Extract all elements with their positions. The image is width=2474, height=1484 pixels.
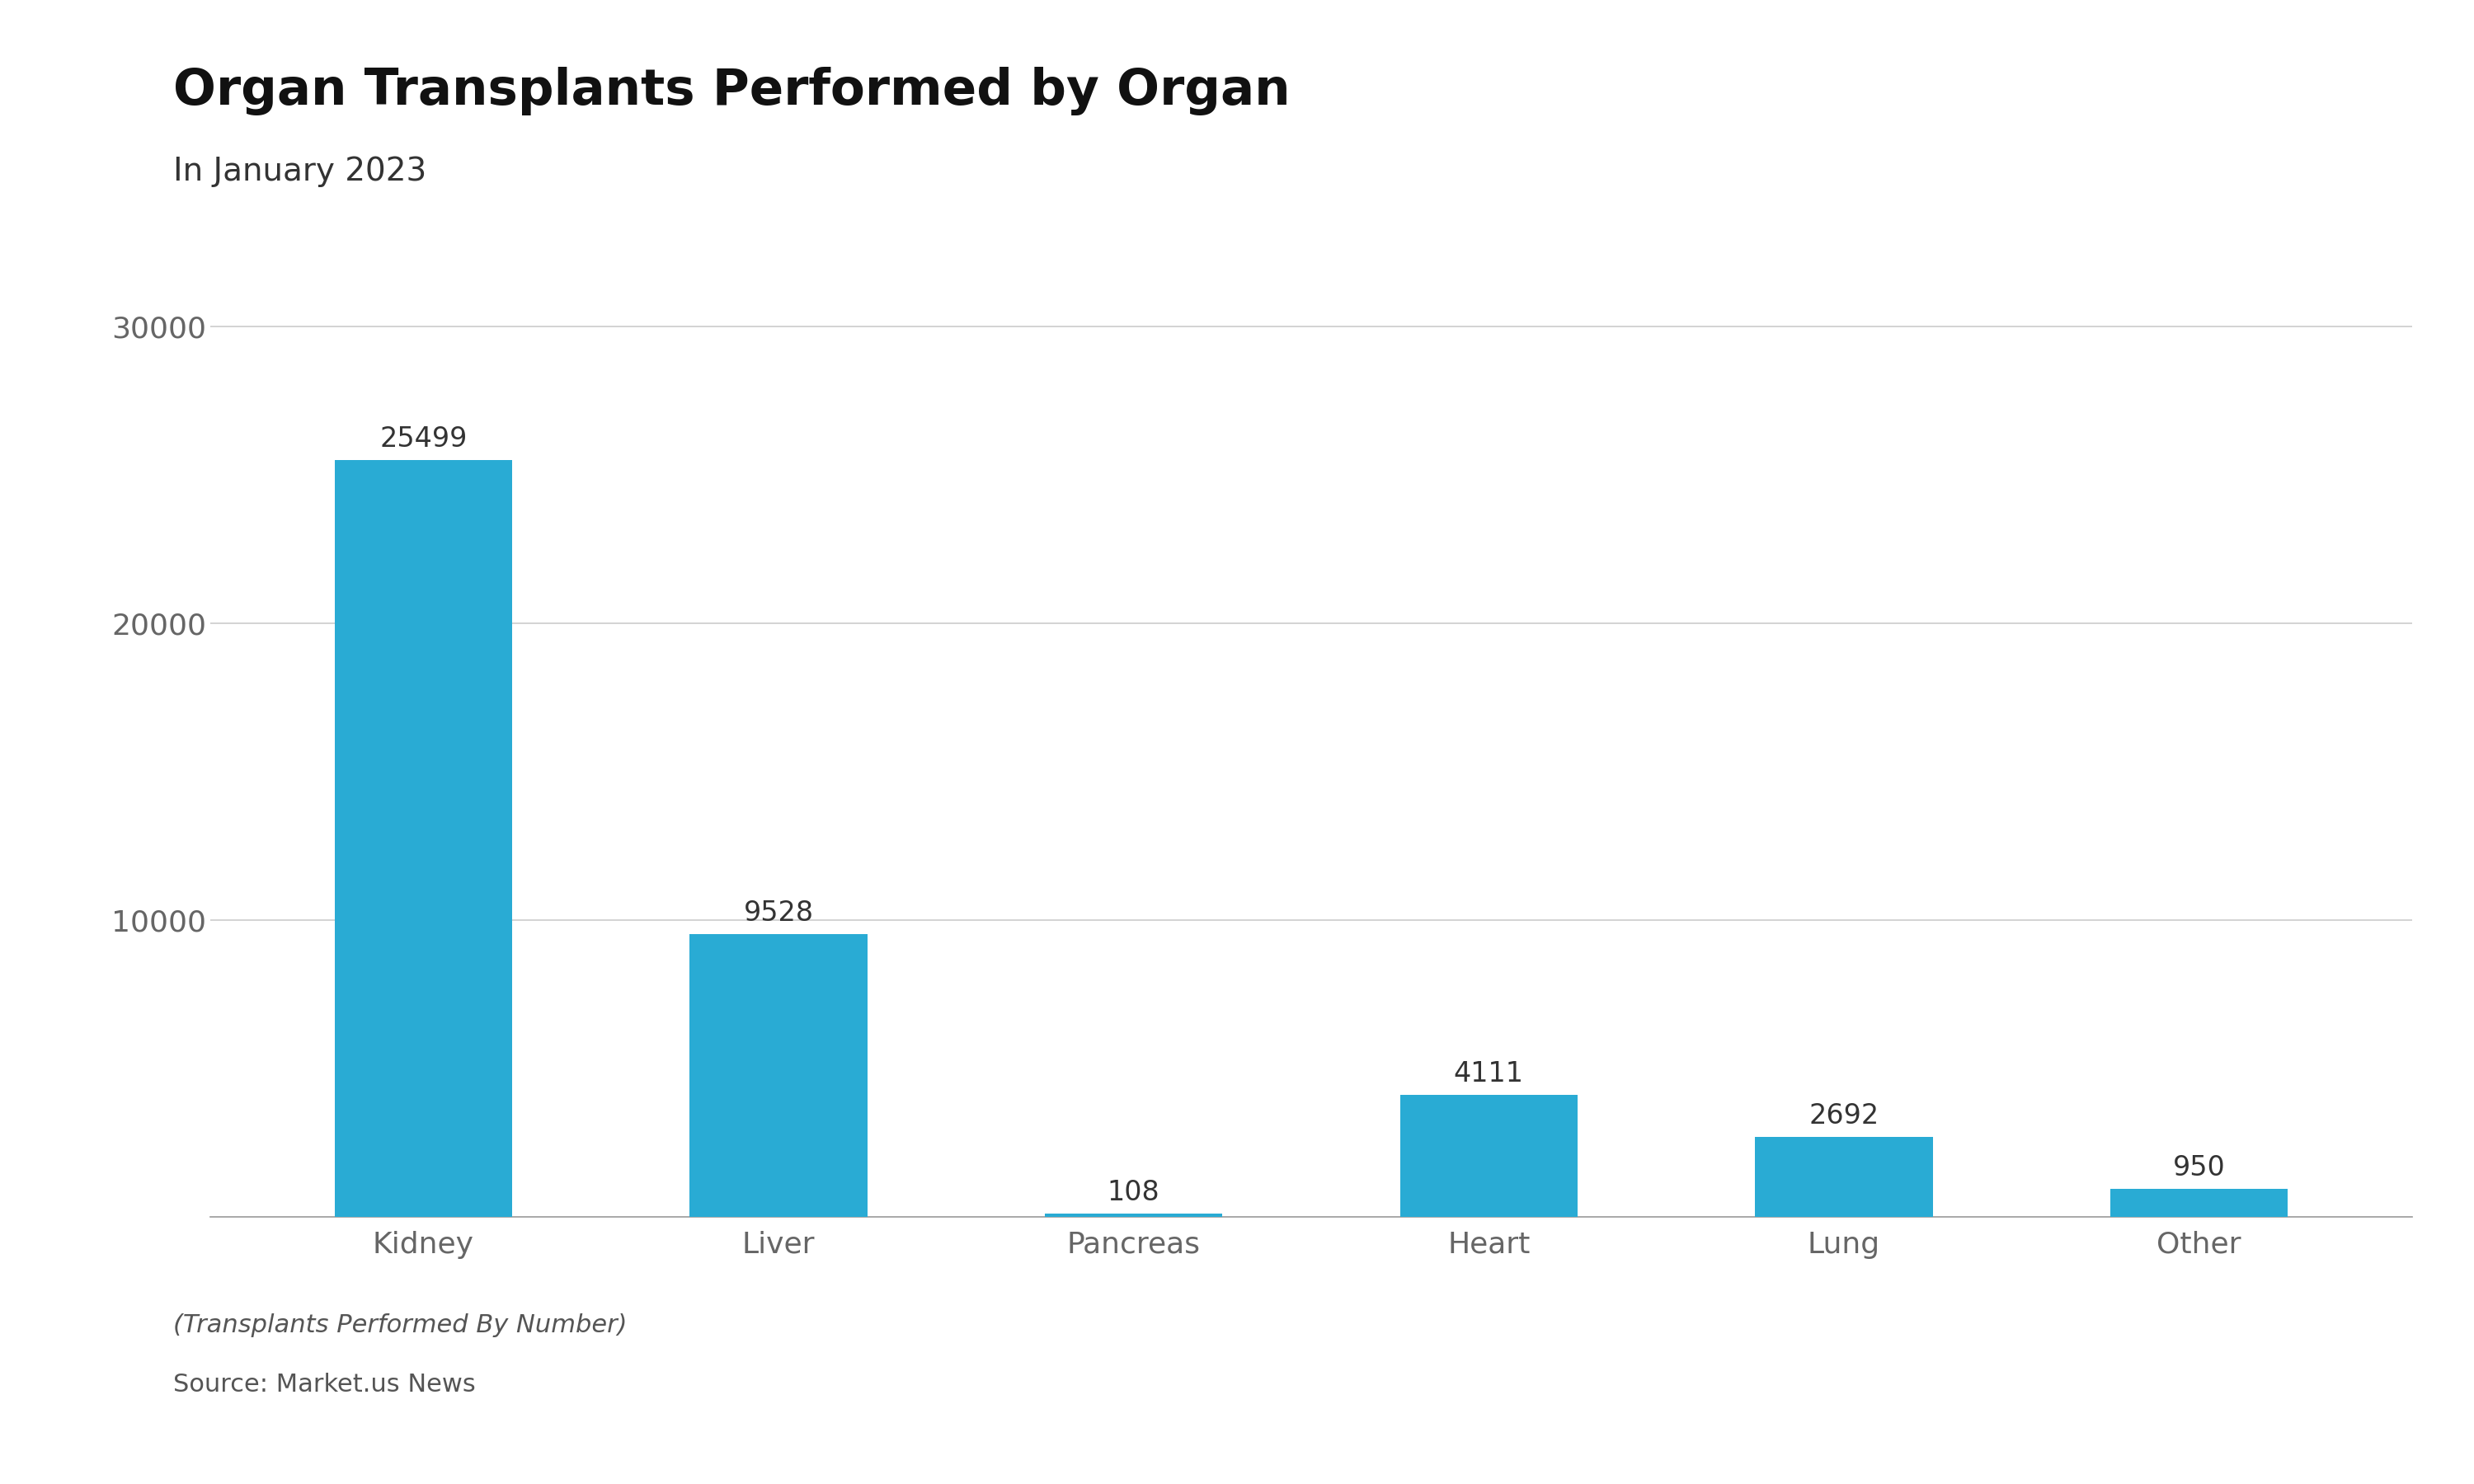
Bar [1754,1137,1932,1217]
Text: Organ Transplants Performed by Organ: Organ Transplants Performed by Organ [173,67,1291,116]
Bar [1400,1095,1578,1217]
Text: 4111: 4111 [1455,1060,1524,1088]
Text: 950: 950 [2172,1155,2224,1181]
Text: (Transplants Performed By Number): (Transplants Performed By Number) [173,1313,628,1337]
Text: 9528: 9528 [745,899,814,926]
Text: 2692: 2692 [1808,1103,1880,1129]
Bar [334,460,512,1217]
Bar [1044,1214,1222,1217]
Bar [2110,1189,2288,1217]
Text: 108: 108 [1108,1180,1160,1206]
Text: Source: Market.us News: Source: Market.us News [173,1373,475,1396]
Text: In January 2023: In January 2023 [173,156,426,187]
Bar [690,933,868,1217]
Text: 25499: 25499 [379,426,468,453]
